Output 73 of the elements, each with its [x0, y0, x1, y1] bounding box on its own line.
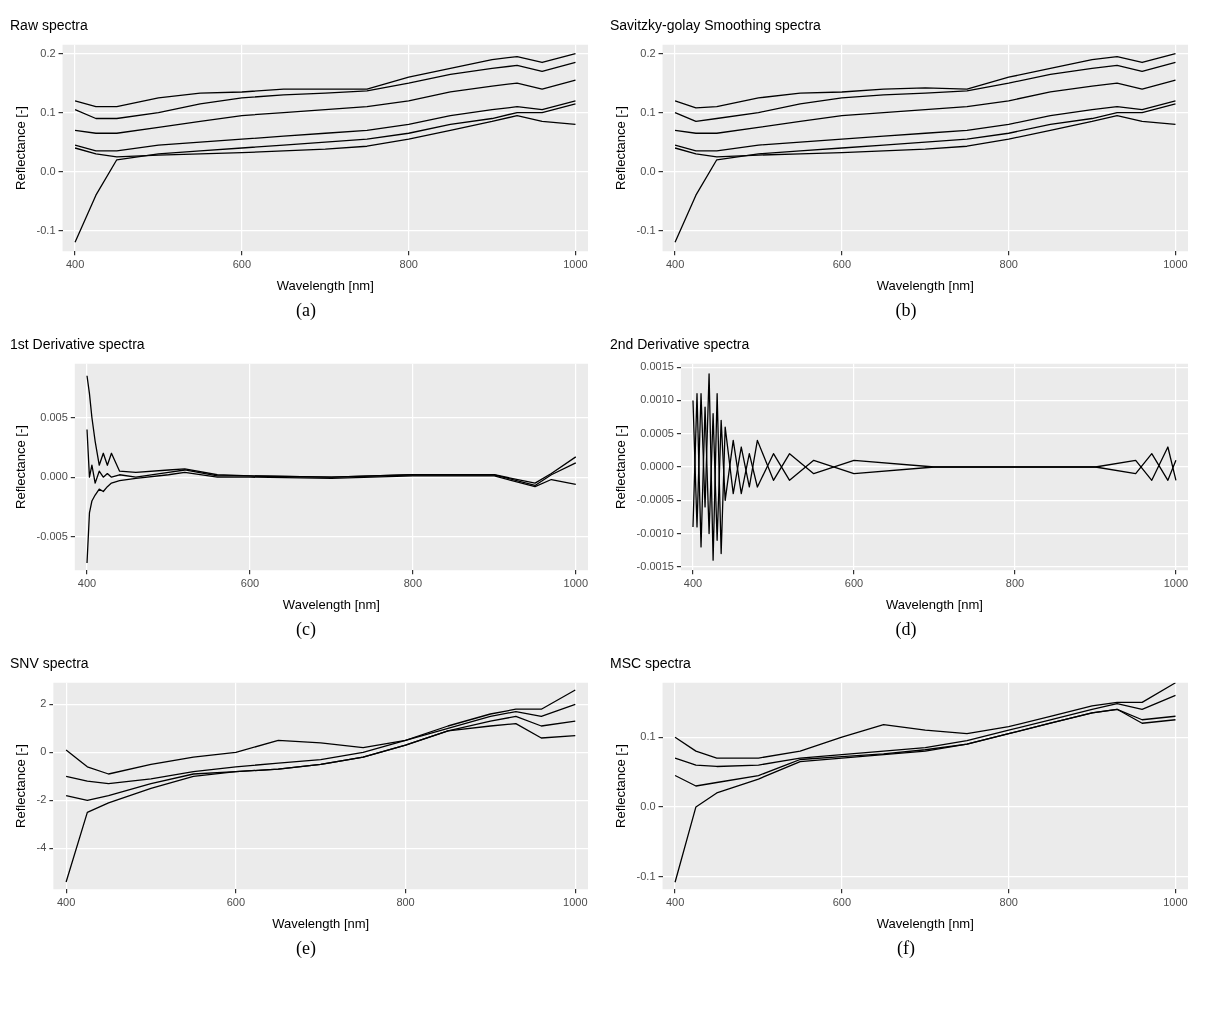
- text: (c): [296, 619, 316, 640]
- y-tick-label: -0.1: [636, 869, 656, 882]
- x-axis-title: Wavelength [nm]: [272, 915, 370, 931]
- chart-title: 1st Derivative spectra: [10, 336, 145, 353]
- x-tick-label: 600: [240, 576, 260, 589]
- chart-title: MSC spectra: [610, 655, 692, 672]
- y-tick-label: 0.0015: [640, 360, 674, 373]
- y-tick-label: -0.1: [36, 223, 56, 236]
- x-tick-label: 400: [56, 895, 76, 908]
- x-tick-label: 400: [683, 576, 703, 589]
- y-axis-title: Reflectance [-]: [13, 744, 29, 828]
- y-axis-title: Reflectance [-]: [13, 425, 29, 509]
- y-tick-label: 0.2: [40, 46, 56, 59]
- x-axis-title: Wavelength [nm]: [282, 596, 380, 612]
- x-tick-label: 800: [1005, 576, 1025, 589]
- y-tick-label: 0.0010: [640, 393, 674, 406]
- y-tick-label: 0.0: [40, 164, 56, 177]
- x-tick-label: 800: [999, 257, 1018, 270]
- y-tick-label: -0.1: [636, 223, 656, 236]
- x-tick-label: 1000: [1163, 576, 1189, 589]
- y-tick-label: 0: [40, 745, 47, 758]
- chart-title: Savitzky-golay Smoothing spectra: [610, 17, 822, 34]
- y-tick-label: -2: [36, 793, 47, 806]
- x-tick-label: 600: [232, 257, 252, 270]
- y-axis-title: Reflectance [-]: [613, 425, 629, 509]
- x-tick-label: 600: [226, 895, 246, 908]
- y-tick-label: -0.0010: [636, 526, 674, 539]
- x-tick-label: 800: [403, 576, 423, 589]
- y-tick-label: -0.005: [36, 529, 68, 542]
- x-tick-label: 800: [399, 257, 418, 270]
- x-axis-title: Wavelength [nm]: [876, 915, 974, 931]
- y-tick-label: 2: [40, 697, 47, 710]
- text: (d): [895, 619, 917, 640]
- x-tick-label: 600: [832, 257, 852, 270]
- y-axis-title: Reflectance [-]: [13, 106, 29, 190]
- x-tick-label: 1000: [563, 895, 588, 908]
- x-tick-label: 1000: [1163, 895, 1188, 908]
- x-tick-label: 1000: [563, 576, 589, 589]
- chart-title: 2nd Derivative spectra: [610, 336, 750, 353]
- x-tick-label: 400: [665, 895, 685, 908]
- y-axis-title: Reflectance [-]: [613, 106, 629, 190]
- text: (f): [897, 938, 915, 959]
- text: (b): [895, 300, 917, 321]
- y-tick-label: -0.0015: [636, 559, 674, 572]
- y-tick-label: -4: [36, 841, 47, 854]
- x-tick-label: 800: [999, 895, 1018, 908]
- x-axis-title: Wavelength [nm]: [876, 277, 974, 293]
- x-tick-label: 800: [396, 895, 415, 908]
- text: (a): [296, 300, 316, 321]
- y-tick-label: 0.005: [40, 410, 68, 423]
- x-tick-label: 400: [77, 576, 97, 589]
- y-axis-title: Reflectance [-]: [613, 744, 629, 828]
- y-tick-label: 0.1: [640, 730, 656, 743]
- y-tick-label: 0.000: [40, 470, 68, 483]
- x-tick-label: 400: [665, 257, 685, 270]
- x-tick-label: 400: [65, 257, 85, 270]
- y-tick-label: 0.0005: [640, 426, 674, 439]
- text: (e): [296, 938, 316, 959]
- chart-title: Raw spectra: [10, 17, 89, 34]
- chart-title: SNV spectra: [10, 655, 89, 672]
- x-tick-label: 1000: [563, 257, 588, 270]
- x-axis-title: Wavelength [nm]: [276, 277, 374, 293]
- y-tick-label: 0.1: [640, 105, 656, 118]
- y-tick-label: 0.0000: [640, 460, 674, 473]
- y-tick-label: 0.0: [640, 799, 656, 812]
- x-tick-label: 1000: [1163, 257, 1188, 270]
- x-axis-title: Wavelength [nm]: [885, 596, 983, 612]
- x-tick-label: 600: [844, 576, 864, 589]
- y-tick-label: 0.2: [640, 46, 656, 59]
- x-tick-label: 600: [832, 895, 852, 908]
- y-tick-label: -0.0005: [636, 493, 674, 506]
- y-tick-label: 0.1: [40, 105, 56, 118]
- y-tick-label: 0.0: [640, 164, 656, 177]
